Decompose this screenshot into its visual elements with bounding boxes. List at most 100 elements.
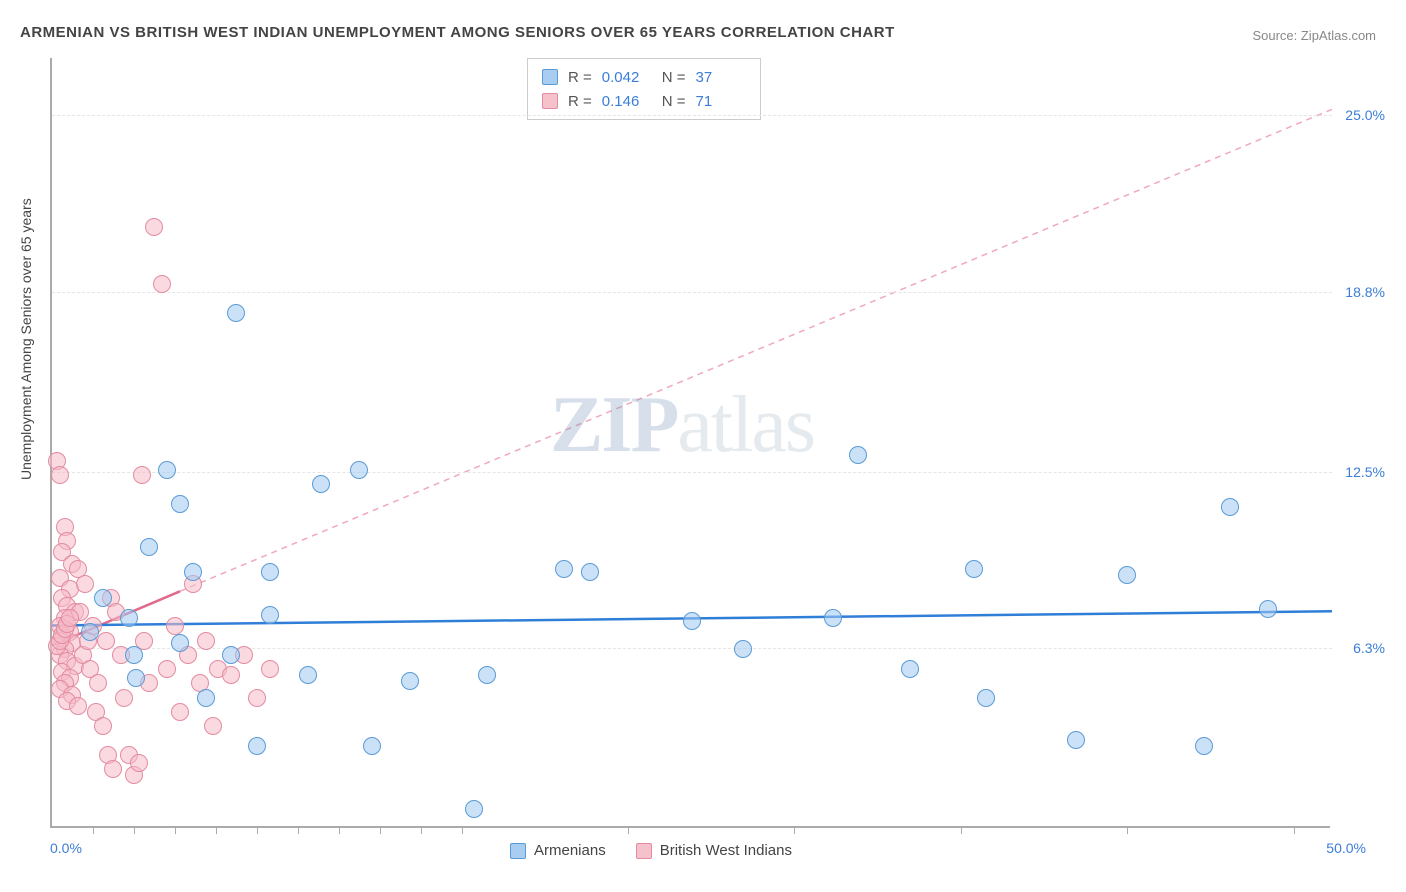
data-point [130,754,148,772]
data-point [261,606,279,624]
x-tick [1294,826,1295,834]
data-point [89,674,107,692]
x-tick [1127,826,1128,834]
data-point [204,717,222,735]
data-point [145,218,163,236]
data-point [1195,737,1213,755]
data-point [248,689,266,707]
legend-swatch [510,843,526,859]
data-point [171,634,189,652]
legend-row: R = 0.146 N = 71 [542,89,746,113]
legend-row: R = 0.042 N = 37 [542,65,746,89]
data-point [69,697,87,715]
legend-r-label: R = [568,69,592,86]
correlation-legend: R = 0.042 N = 37 R = 0.146 N = 71 [527,58,761,120]
x-tick [93,826,94,834]
y-tick-label: 25.0% [1345,107,1385,123]
data-point [227,304,245,322]
x-tick [257,826,258,834]
data-point [51,466,69,484]
data-point [849,446,867,464]
data-point [222,646,240,664]
y-tick-label: 18.8% [1345,284,1385,300]
x-tick [421,826,422,834]
legend-r-value: 0.042 [602,69,652,86]
trend-lines [52,58,1332,828]
legend-item: British West Indians [636,842,792,859]
x-tick [462,826,463,834]
data-point [97,632,115,650]
legend-n-value: 37 [696,69,746,86]
x-tick [339,826,340,834]
data-point [555,560,573,578]
chart-title: ARMENIAN VS BRITISH WEST INDIAN UNEMPLOY… [20,24,895,41]
data-point [350,461,368,479]
data-point [197,689,215,707]
data-point [158,461,176,479]
data-point [81,623,99,641]
data-point [1221,498,1239,516]
data-point [197,632,215,650]
data-point [133,466,151,484]
data-point [401,672,419,690]
data-point [94,717,112,735]
legend-swatch [636,843,652,859]
data-point [734,640,752,658]
x-axis-min-label: 0.0% [50,840,82,856]
x-tick [961,826,962,834]
x-tick [380,826,381,834]
data-point [184,563,202,581]
data-point [299,666,317,684]
legend-n-value: 71 [696,93,746,110]
y-tick-label: 6.3% [1353,640,1385,656]
data-point [69,560,87,578]
legend-n-label: N = [662,93,686,110]
plot-area: R = 0.042 N = 37 R = 0.146 N = 71 6.3%12… [50,58,1330,828]
data-point [120,609,138,627]
data-point [153,275,171,293]
y-axis-label: Unemployment Among Seniors over 65 years [18,198,34,480]
data-point [140,538,158,556]
x-tick [175,826,176,834]
gridline [52,292,1332,293]
data-point [478,666,496,684]
data-point [965,560,983,578]
data-point [977,689,995,707]
x-tick [628,826,629,834]
data-point [683,612,701,630]
data-point [465,800,483,818]
data-point [115,689,133,707]
data-point [901,660,919,678]
data-point [1259,600,1277,618]
data-point [171,703,189,721]
data-point [125,646,143,664]
data-point [1067,731,1085,749]
legend-series-label: Armenians [534,842,606,859]
x-tick [298,826,299,834]
legend-r-value: 0.146 [602,93,652,110]
x-tick [134,826,135,834]
source-label: Source: ZipAtlas.com [1252,28,1376,43]
data-point [261,660,279,678]
legend-n-label: N = [662,69,686,86]
data-point [171,495,189,513]
gridline [52,472,1332,473]
data-point [127,669,145,687]
legend-item: Armenians [510,842,606,859]
legend-swatch [542,69,558,85]
x-tick [794,826,795,834]
data-point [104,760,122,778]
gridline [52,115,1332,116]
x-axis-max-label: 50.0% [1326,840,1366,856]
legend-r-label: R = [568,93,592,110]
data-point [312,475,330,493]
data-point [248,737,266,755]
data-point [166,617,184,635]
data-point [581,563,599,581]
data-point [1118,566,1136,584]
x-tick [216,826,217,834]
legend-series-label: British West Indians [660,842,792,859]
data-point [94,589,112,607]
data-point [363,737,381,755]
data-point [222,666,240,684]
